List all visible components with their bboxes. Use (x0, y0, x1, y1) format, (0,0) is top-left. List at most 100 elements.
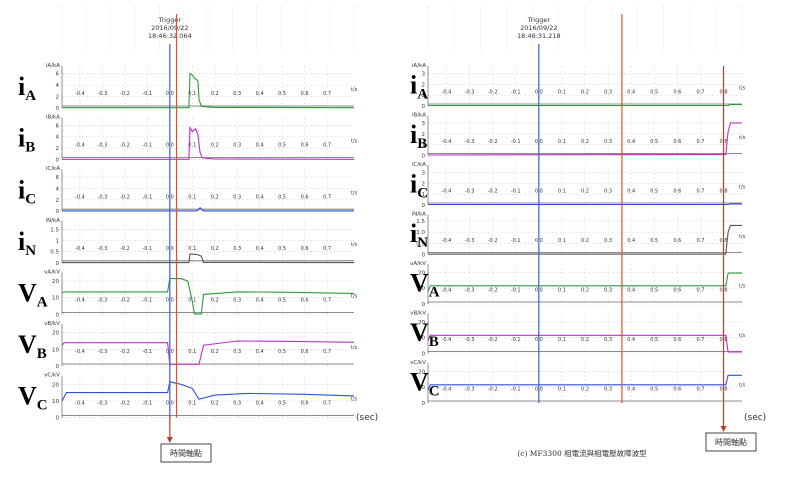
x-tick-label: -0.1 (142, 194, 152, 200)
x-tick-label: 0.5 (278, 246, 286, 252)
x-tick-label: 0.2 (581, 288, 589, 294)
x-tick-label: 0.7 (323, 401, 331, 407)
x-tick-label: 0.3 (233, 143, 241, 149)
series-line (61, 381, 355, 402)
x-tick-label: 0.4 (627, 139, 635, 145)
x-tick-label: 0.6 (301, 401, 309, 407)
x-tick-label: 0.7 (696, 139, 704, 145)
x-tick-label: 0.4 (627, 387, 635, 393)
trigger-label: Trigger (158, 16, 182, 24)
y-tick-label: 2 (422, 181, 426, 187)
x-tick-label: -0.1 (511, 139, 521, 145)
channel-label: iA (410, 71, 428, 103)
x-tick-label: 0.2 (581, 139, 589, 145)
channel-label: iB (410, 120, 427, 152)
x-tick-label: -0.3 (465, 189, 475, 195)
y-tick-label: 2 (422, 82, 426, 88)
x-tick-label: 0.6 (301, 143, 309, 149)
y-unit-label: iB/kA (46, 115, 60, 121)
y-tick-label: 0 (422, 401, 426, 407)
channel-label: VB (410, 318, 439, 350)
series-line (428, 103, 742, 107)
x-tick-label: -0.3 (465, 337, 475, 343)
x-tick-label: -0.3 (98, 143, 108, 149)
x-tick-label: 0.3 (604, 238, 612, 244)
x-tick-label: -0.1 (511, 387, 521, 393)
x-tick-label: 0.7 (696, 90, 704, 96)
channel-label: iC (410, 170, 428, 202)
x-tick-label: -0.1 (142, 298, 152, 304)
x-tick-label: -0.4 (442, 337, 452, 343)
x-tick-label: -0.3 (98, 91, 108, 97)
series-line (62, 253, 355, 264)
series-line (428, 203, 742, 206)
x-tick-label: -0.1 (142, 401, 152, 407)
time-point-box (160, 443, 212, 463)
arrow-head (166, 437, 173, 443)
series-line (62, 125, 355, 160)
x-unit-label: t/s (739, 135, 746, 141)
x-tick-label: 0.4 (256, 143, 264, 149)
x-tick-label: -0.4 (75, 298, 85, 304)
x-tick-label: 0.4 (256, 349, 264, 355)
x-tick-label: -0.2 (120, 298, 130, 304)
panel-ia: 0123iA/kA-0.4-0.3-0.2-0.10.00.10.20.30.4… (410, 63, 746, 110)
x-tick-label: -0.4 (75, 246, 85, 252)
x-tick-label: 0.7 (323, 298, 331, 304)
channel-label: VA (410, 269, 440, 301)
y-tick-label: 3 (422, 170, 426, 176)
x-unit-label: t/s (739, 383, 746, 389)
x-tick-label: -0.1 (142, 143, 152, 149)
x-tick-label: 0.6 (673, 337, 681, 343)
sec-label: (sec) (744, 413, 766, 423)
y-tick-label: 20 (52, 331, 59, 337)
x-tick-label: 0.2 (581, 337, 589, 343)
y-unit-label: vC/kV (410, 360, 426, 366)
y-tick-label: 1 (56, 239, 60, 245)
y-tick-label: 2 (56, 95, 60, 101)
x-tick-label: -0.2 (120, 246, 130, 252)
panel-vb: 01020vB/kV-0.4-0.3-0.2-0.10.00.10.20.30.… (410, 311, 746, 358)
y-unit-label: iN/kA (46, 218, 61, 224)
y-tick-label: 0 (56, 261, 60, 267)
x-tick-label: 0.5 (650, 189, 658, 195)
trigger-date: 2016/09/22 (151, 24, 188, 32)
channel-label: iA (18, 72, 36, 104)
y-tick-label: 0 (56, 364, 60, 370)
x-tick-label: 0.3 (233, 349, 241, 355)
y-tick-label: 1.0 (416, 230, 425, 236)
trigger-time: 18:46:31.218 (517, 32, 561, 40)
y-tick-label: 0 (422, 253, 426, 259)
panel-ib: 0246iB/kA-0.4-0.3-0.2-0.10.00.10.20.30.4… (18, 115, 358, 164)
x-tick-label: 0.7 (323, 143, 331, 149)
x-tick-label: -0.2 (120, 91, 130, 97)
y-tick-label: 6 (56, 72, 60, 78)
x-tick-label: -0.2 (120, 143, 130, 149)
x-tick-label: 0.5 (278, 91, 286, 97)
y-unit-label: vB/kV (410, 311, 426, 317)
time-point-box (705, 432, 757, 452)
x-tick-label: 0.4 (627, 238, 635, 244)
x-tick-label: 0.6 (673, 288, 681, 294)
y-tick-label: 10 (418, 336, 425, 342)
x-tick-label: 0.7 (323, 349, 331, 355)
x-tick-label: 0.3 (233, 91, 241, 97)
panel-in: 00.511.5iN/kA-0.4-0.3-0.2-0.10.00.10.20.… (18, 218, 358, 267)
series-line (61, 340, 355, 365)
channel-label: VB (18, 330, 47, 362)
y-tick-label: 10 (52, 347, 59, 353)
x-tick-label: 0.7 (696, 387, 704, 393)
x-tick-label: -0.4 (75, 401, 85, 407)
x-tick-label: -0.1 (511, 288, 521, 294)
x-unit-label: t/s (351, 294, 358, 300)
y-unit-label: vC/kV (44, 373, 60, 379)
x-tick-label: 0.4 (256, 91, 264, 97)
y-tick-label: 0 (56, 312, 60, 318)
x-tick-label: 0.2 (581, 238, 589, 244)
x-unit-label: t/s (351, 87, 358, 93)
panel-ic: 0123iC/kA-0.4-0.3-0.2-0.10.00.10.20.30.4… (410, 162, 746, 209)
x-unit-label: t/s (351, 397, 358, 403)
series-line (61, 278, 355, 315)
x-tick-label: 0.4 (256, 246, 264, 252)
